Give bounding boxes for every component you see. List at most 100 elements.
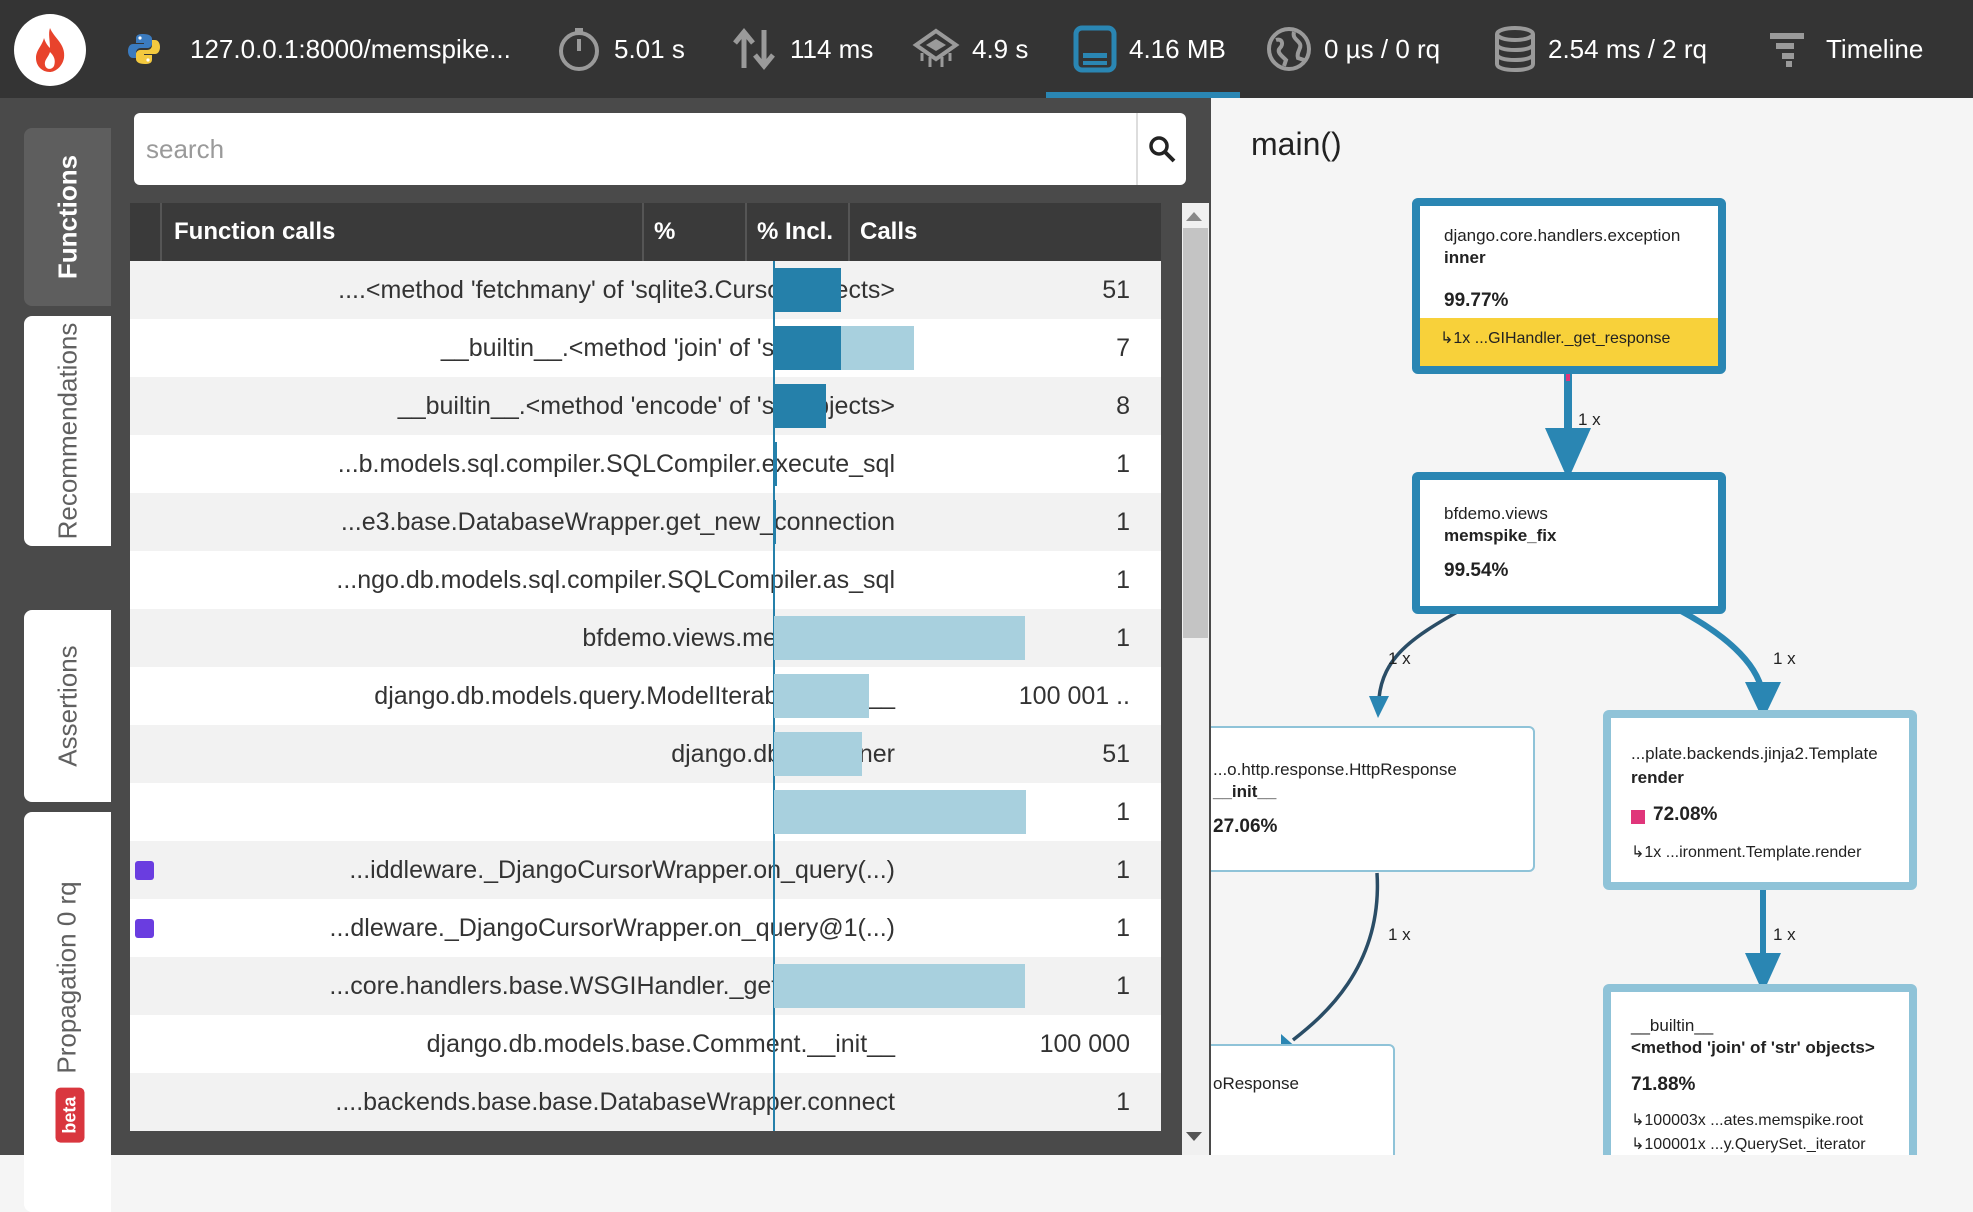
excl-bar (774, 500, 776, 544)
url-label: 127.0.0.1:8000/memspike... (190, 33, 511, 64)
graph-node-httpresponse-init[interactable]: ...o.http.response.HttpResponse __init__… (1211, 726, 1535, 872)
wall-time-value: 5.01 s (614, 33, 685, 64)
tab-functions[interactable]: Functions (24, 128, 111, 306)
incl-bar (774, 790, 1026, 834)
python-icon (126, 31, 162, 67)
scrollbar-thumb[interactable] (1183, 228, 1208, 638)
tab-recommendations[interactable]: Recommendations (24, 316, 111, 546)
edge-label-httpresponse-response2: 1 x (1388, 925, 1411, 944)
cost-bars (774, 442, 1034, 486)
cost-bars (774, 674, 1034, 718)
cost-bars (774, 1080, 1034, 1124)
table-row[interactable]: ....backends.base.base.DatabaseWrapper.c… (130, 1073, 1161, 1131)
sql-value: 2.54 ms / 2 rq (1548, 33, 1707, 64)
cpu-chip-icon (912, 27, 960, 71)
marker-column-header (130, 203, 160, 261)
table-row[interactable]: ...b.models.sql.compiler.SQLCompiler.exe… (130, 435, 1161, 493)
node-callee: ↳1x ...GIHandler._get_response (1440, 330, 1671, 347)
table-row[interactable]: bfdemo.views.memspike_fix 1 (130, 609, 1161, 667)
column-header-incl-label: % Incl. (757, 218, 834, 245)
column-header-excl[interactable]: % Excl.⌄ (642, 203, 745, 303)
http-metric[interactable]: 0 µs / 0 rq (1266, 0, 1440, 98)
timeline-button[interactable]: Timeline (1768, 0, 1923, 98)
table-row[interactable]: django.db.models.query.ModelIterable.__i… (130, 667, 1161, 725)
column-header-calls-label: Calls (860, 218, 918, 245)
cost-bars (774, 558, 1034, 602)
table-row[interactable]: ....<method 'fetchmany' of 'sqlite3.Curs… (130, 261, 1161, 319)
table-row[interactable]: ...ngo.db.models.sql.compiler.SQLCompile… (130, 551, 1161, 609)
edge-label-memspike-httpresponse: 1 x (1388, 649, 1411, 668)
profile-url[interactable]: 127.0.0.1:8000/memspike... (126, 0, 511, 98)
graph-title: main() (1251, 126, 1342, 162)
node-function: memspike_fix (1444, 526, 1557, 545)
column-header-incl[interactable]: % Incl. (745, 203, 848, 261)
graph-node-jinja-render[interactable]: ...plate.backends.jinja2.Template render… (1603, 710, 1917, 890)
call-count: 1 (1116, 914, 1130, 942)
column-header-function-label: Function calls (174, 218, 336, 245)
scroll-down-icon[interactable] (1186, 1132, 1202, 1141)
tab-propagation[interactable]: beta Propagation 0 rq (24, 812, 111, 1212)
scroll-up-icon[interactable] (1186, 212, 1202, 221)
table-row[interactable]: django.db.models.base.Comment.__init__ 10… (130, 1015, 1161, 1073)
excl-bar (774, 326, 841, 370)
column-header-function[interactable]: Function calls (160, 203, 642, 261)
call-count: 100 001 .. (1018, 682, 1130, 710)
graph-node-memspike-fix[interactable]: bfdemo.views memspike_fix 99.54% (1412, 472, 1726, 614)
column-header-calls[interactable]: Calls (848, 203, 958, 261)
node-module: oResponse (1213, 1074, 1300, 1093)
incl-bar (774, 674, 869, 718)
table-row[interactable]: django.db.utils.inner51 (130, 725, 1161, 783)
edge-jinja-join (1745, 888, 1781, 993)
node-percent: 99.77% (1444, 290, 1509, 311)
table-row[interactable]: __builtin__.<method 'encode' of 'str' ob… (130, 377, 1161, 435)
beta-badge: beta (55, 1087, 84, 1143)
table-row[interactable]: main()1 (130, 783, 1161, 841)
tab-assertions[interactable]: Assertions (24, 610, 111, 802)
memory-metric[interactable]: 4.16 MB (1073, 0, 1226, 98)
table-row[interactable]: __builtin__.<method 'join' of 'str' obje… (130, 319, 1161, 377)
node-percent: 72.08% (1653, 804, 1718, 825)
node-callee: ↳1x ...ironment.Template.render (1631, 844, 1862, 861)
graph-node-response[interactable]: oResponse (1211, 1044, 1395, 1155)
node-percent: 99.54% (1444, 560, 1509, 581)
function-name: ...iddleware._DjangoCursorWrapper.on_que… (349, 856, 895, 884)
graph-node-join[interactable]: __builtin__ <method 'join' of 'str' obje… (1603, 984, 1917, 1155)
memory-icon (1073, 25, 1117, 73)
cpu-time-metric[interactable]: 4.9 s (912, 0, 1028, 98)
graph-node-exception-inner[interactable]: django.core.handlers.exception inner 99.… (1412, 198, 1726, 374)
call-graph-panel[interactable]: main() 1 x 1 (1211, 98, 1973, 1155)
cost-bars (774, 964, 1034, 1008)
search-box (134, 113, 1186, 185)
call-count: 1 (1116, 566, 1130, 594)
call-count: 7 (1116, 334, 1130, 362)
table-row[interactable]: ...iddleware._DjangoCursorWrapper.on_que… (130, 841, 1161, 899)
io-arrows-icon (732, 28, 778, 70)
function-name: ...dleware._DjangoCursorWrapper.on_query… (329, 914, 895, 942)
edge-exception-memspike (1545, 373, 1591, 480)
blackfire-logo-icon[interactable] (14, 14, 86, 86)
search-button[interactable] (1136, 113, 1186, 185)
node-function: __init__ (1213, 782, 1277, 801)
cpu-time-value: 4.9 s (972, 33, 1029, 64)
timeline-label: Timeline (1826, 33, 1924, 64)
http-value: 0 µs / 0 rq (1324, 33, 1441, 64)
search-input[interactable] (134, 113, 1114, 185)
cost-bars (774, 326, 1034, 370)
table-row[interactable]: ...dleware._DjangoCursorWrapper.on_query… (130, 899, 1161, 957)
search-icon (1149, 136, 1176, 163)
edge-label-exception-memspike: 1 x (1578, 410, 1601, 429)
table-row[interactable]: ...core.handlers.base.WSGIHandler._get_r… (130, 957, 1161, 1015)
cost-bars (774, 268, 1034, 312)
call-count: 1 (1116, 450, 1130, 478)
top-toolbar: 127.0.0.1:8000/memspike... 5.01 s 114 ms… (0, 0, 1973, 98)
wall-time-metric[interactable]: 5.01 s (556, 0, 685, 98)
edge-label-jinja-join: 1 x (1773, 925, 1796, 944)
sql-metric[interactable]: 2.54 ms / 2 rq (1494, 0, 1707, 98)
node-module: django.core.handlers.exception (1444, 226, 1681, 245)
table-row[interactable]: ...e3.base.DatabaseWrapper.get_new_conne… (130, 493, 1161, 551)
globe-icon (1266, 26, 1312, 72)
bar-axis (773, 1073, 775, 1131)
edge-label-memspike-jinja: 1 x (1773, 649, 1796, 668)
incl-bar (774, 732, 862, 776)
io-time-metric[interactable]: 114 ms (732, 0, 873, 98)
